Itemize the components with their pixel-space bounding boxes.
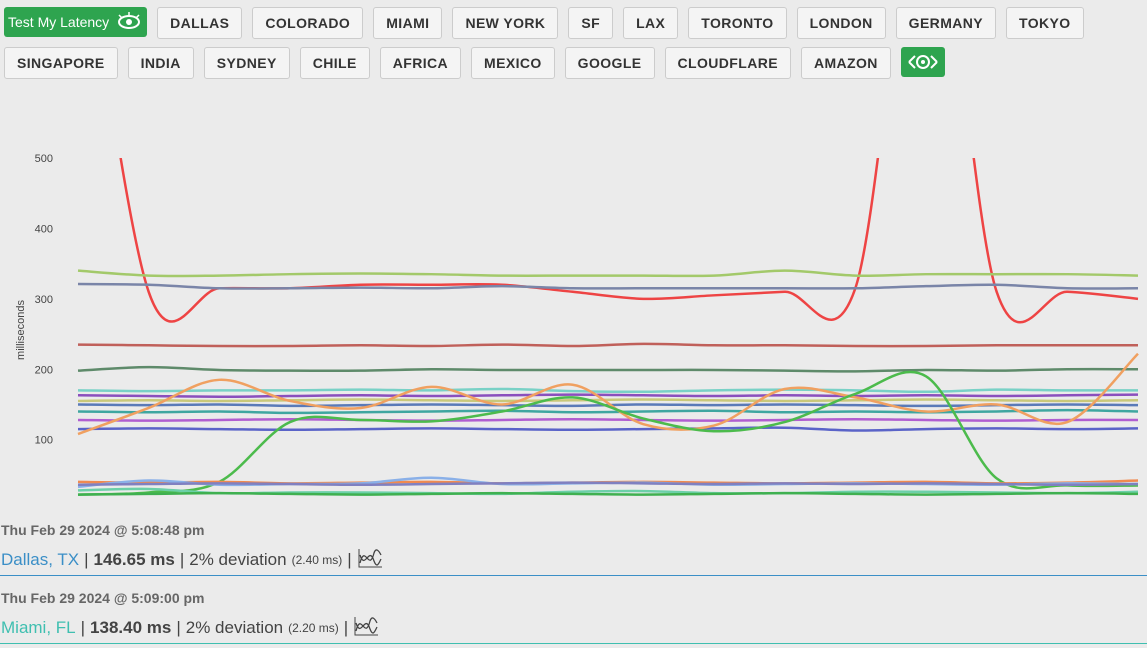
separator: | [80, 618, 86, 637]
data-line [77, 342, 1138, 348]
result-deviation-ms: (2.40 ms) [291, 553, 343, 567]
data-line [77, 398, 1139, 403]
test-latency-label: Test My Latency [8, 14, 110, 30]
y-tick-label: 300 [35, 294, 53, 306]
location-button[interactable]: GERMANY [895, 7, 997, 39]
result-details: Dallas, TX | 146.65 ms | 2% deviation (2.40 m… [0, 547, 1147, 574]
data-line [77, 282, 1139, 290]
button-row: Test My Latency DALLAS COLORADO MIAMI NEW Y… [4, 7, 1084, 39]
location-button[interactable]: COLORADO [252, 7, 364, 39]
y-tick-label: 100 [35, 435, 53, 447]
data-line [77, 269, 1139, 278]
result-location[interactable]: Dallas, TX [1, 550, 80, 569]
data-line [77, 393, 1139, 398]
result-rule [0, 575, 1147, 576]
location-button[interactable]: SYDNEY [203, 47, 290, 79]
location-button[interactable]: INDIA [127, 47, 194, 79]
location-button[interactable]: LONDON [796, 7, 886, 39]
graph-button[interactable] [353, 615, 379, 642]
settings-button[interactable] [900, 47, 945, 77]
separator: | [347, 550, 352, 569]
result-rule [0, 643, 1147, 644]
result-entry: Thu Feb 29 2024 @ 5:08:48 pm Dallas, TX | 1… [0, 522, 1147, 571]
location-button[interactable]: CLOUDFLARE [664, 47, 791, 79]
location-button[interactable]: MEXICO [471, 47, 555, 79]
location-button[interactable]: AFRICA [379, 47, 462, 79]
separator: | [179, 550, 185, 569]
separator: | [176, 618, 181, 637]
result-deviation-ms: (2.20 ms) [288, 621, 339, 635]
graph-icon [354, 616, 379, 635]
test-latency-button[interactable]: Test My Latency [4, 7, 148, 37]
separator: | [343, 618, 349, 637]
data-line [77, 417, 1139, 422]
settings-icon [908, 55, 938, 69]
y-tick-label: 400 [35, 223, 53, 235]
data-line [77, 365, 1139, 373]
data-line [119, 158, 1139, 324]
result-date: Thu Feb 29 2024 @ 5:09:00 pm [1, 590, 205, 606]
data-line [77, 481, 1139, 486]
data-line [77, 408, 1139, 415]
separator: | [84, 550, 89, 569]
plot-area [77, 158, 1139, 496]
location-button[interactable]: AMAZON [800, 47, 891, 79]
data-line [77, 426, 1139, 432]
data-line [77, 370, 1139, 496]
chart: milliseconds 100 200 300 400 500 [15, 153, 1139, 496]
location-button[interactable]: LAX [623, 7, 679, 39]
result-details: Miami, FL | 138.40 ms | 2% deviation (2.20 ms… [0, 615, 1147, 642]
y-tick-label: 200 [35, 364, 53, 376]
eye-icon [118, 12, 141, 29]
location-button[interactable]: TORONTO [688, 7, 787, 39]
location-button[interactable]: GOOGLE [564, 47, 655, 79]
y-tick-label: 500 [35, 153, 53, 165]
location-button[interactable]: SINGAPORE [4, 47, 118, 79]
y-axis-label: milliseconds [15, 300, 27, 360]
data-line [77, 387, 1139, 394]
graph-icon [358, 548, 382, 567]
location-button[interactable]: NEW YORK [452, 7, 559, 39]
location-button[interactable]: TOKYO [1006, 7, 1084, 39]
result-latency: 138.40 ms [90, 618, 172, 637]
button-row: SINGAPORE INDIA SYDNEY CHILE AFRICA MEXICO GOO… [4, 47, 945, 79]
location-button[interactable]: CHILE [299, 47, 370, 79]
data-line [77, 352, 1139, 436]
result-location[interactable]: Miami, FL [1, 618, 76, 637]
result-entry: Thu Feb 29 2024 @ 5:09:00 pm Miami, FL | 13… [0, 590, 1147, 639]
data-line [77, 491, 1139, 496]
location-button[interactable]: DALLAS [157, 7, 243, 39]
result-latency: 146.65 ms [93, 550, 175, 569]
result-deviation: 2% deviation [185, 618, 284, 637]
result-deviation: 2% deviation [189, 550, 287, 569]
location-button[interactable]: SF [568, 7, 614, 39]
location-button[interactable]: MIAMI [373, 7, 443, 39]
graph-button[interactable] [357, 547, 383, 574]
result-date: Thu Feb 29 2024 @ 5:08:48 pm [1, 522, 205, 538]
